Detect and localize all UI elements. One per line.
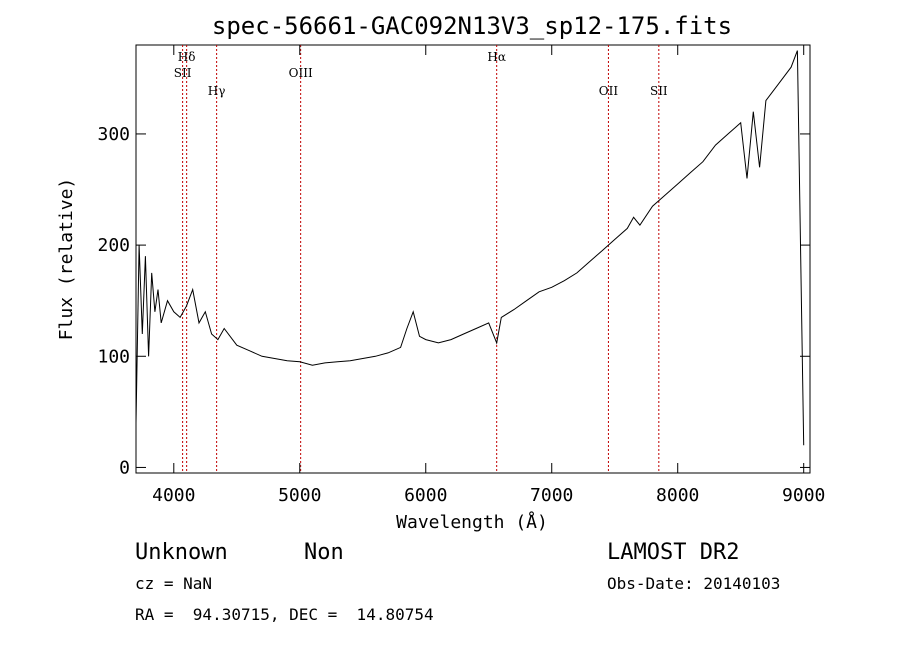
- object-subclass: Non: [304, 540, 344, 565]
- spectrum-line: [135, 50, 805, 446]
- x-tick-label: 6000: [404, 485, 447, 506]
- y-tick-label: 300: [97, 124, 130, 145]
- line-marker-label: OII: [599, 84, 619, 98]
- coordinates: RA = 94.30715, DEC = 14.80754: [135, 605, 434, 624]
- redshift-info: cz = NaN: [135, 574, 212, 593]
- survey-name: LAMOST DR2: [607, 540, 739, 565]
- line-marker-label: Hα: [487, 50, 506, 64]
- x-tick-label: 4000: [152, 485, 195, 506]
- object-class: Unknown: [135, 540, 228, 565]
- y-axis: 0 100 200 300: [97, 124, 810, 478]
- chart-title: spec-56661-GAC092N13V3_sp12-175.fits: [212, 12, 732, 40]
- line-marker-label: SII: [650, 84, 668, 98]
- line-marker-label: SII: [174, 66, 192, 80]
- line-marker-label: Hγ: [208, 84, 226, 98]
- spectral-line-markers: Hδ SII Hγ OIII Hα OII SII: [174, 45, 668, 473]
- y-axis-label: Flux (relative): [56, 178, 77, 341]
- x-axis-label: Wavelength (Å): [396, 511, 548, 533]
- plot-frame: [135, 44, 811, 474]
- x-tick-label: 8000: [656, 485, 699, 506]
- y-tick-label: 100: [97, 346, 130, 367]
- y-tick-label: 0: [119, 457, 130, 478]
- line-marker-label: OIII: [289, 66, 313, 80]
- x-axis: 4000 5000 6000 7000 8000 9000: [152, 45, 825, 506]
- y-tick-label: 200: [97, 235, 130, 256]
- x-tick-label: 9000: [782, 485, 825, 506]
- line-marker-label: Hδ: [178, 50, 196, 64]
- x-tick-label: 7000: [530, 485, 573, 506]
- x-tick-label: 5000: [278, 485, 321, 506]
- obs-date: Obs-Date: 20140103: [607, 574, 780, 593]
